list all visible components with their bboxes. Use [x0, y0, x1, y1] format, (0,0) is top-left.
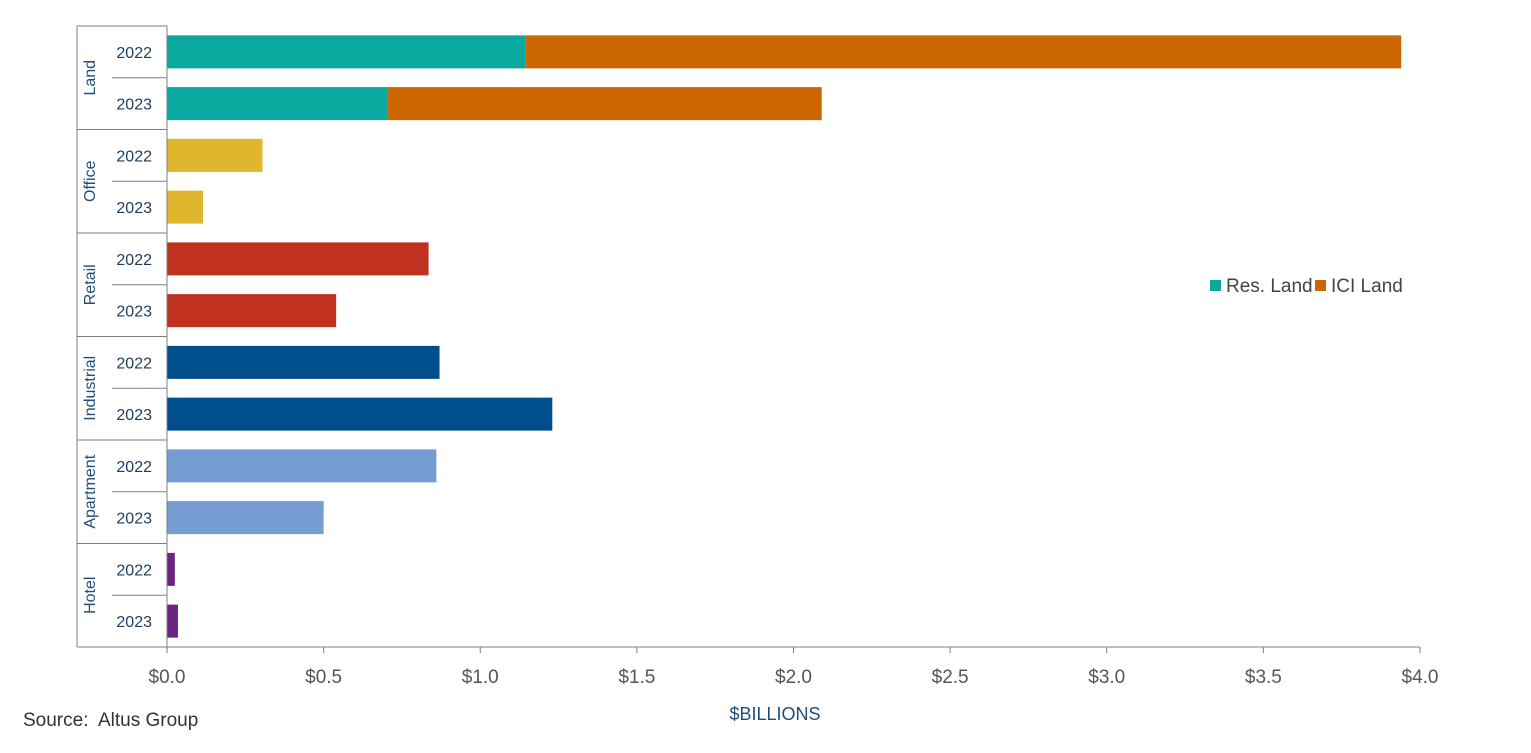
year-label-retail-2023: 2023 — [116, 304, 152, 321]
x-tick-label: $1.5 — [618, 667, 655, 688]
x-tick-label: $0.0 — [149, 667, 186, 688]
bar-land-2023-ici-land — [387, 87, 822, 121]
group-label-hotel: Hotel — [82, 577, 99, 614]
year-label-industrial-2022: 2022 — [116, 355, 152, 372]
bar-retail-2023-retail — [167, 294, 337, 328]
legend-swatch-ici-land — [1315, 280, 1326, 291]
bar-office-2022-office — [167, 138, 263, 172]
legend-swatch-res-land — [1210, 280, 1221, 291]
x-tick-label: $1.0 — [462, 667, 499, 688]
x-tick-label: $4.0 — [1402, 667, 1439, 688]
x-axis-ticks: $0.0 $0.5 $1.0 $1.5 $2.0 $2.5 $3.0 $3.5 $4.0 — [149, 647, 1439, 688]
year-label-hotel-2023: 2023 — [116, 614, 152, 631]
group-label-land: Land — [82, 60, 99, 96]
year-label-office-2022: 2022 — [116, 148, 152, 165]
x-tick-label: $3.0 — [1088, 667, 1125, 688]
x-tick-label: $2.0 — [775, 667, 812, 688]
year-label-land-2023: 2023 — [116, 97, 152, 114]
x-axis-title: $BILLIONS — [729, 704, 820, 724]
year-label-land-2022: 2022 — [116, 45, 152, 62]
legend-label-ici-land: ICI Land — [1331, 276, 1403, 297]
bar-retail-2022-retail — [167, 242, 429, 276]
bar-hotel-2022-hotel — [167, 552, 175, 586]
bar-hotel-2023-hotel — [167, 604, 178, 638]
bar-industrial-2022-industrial — [167, 345, 440, 379]
x-tick-label: $2.5 — [932, 667, 969, 688]
legend: Res. Land ICI Land — [1210, 276, 1403, 297]
bar-apartment-2022-apartment — [167, 449, 437, 483]
year-label-apartment-2022: 2022 — [116, 459, 152, 476]
bar-apartment-2023-apartment — [167, 501, 324, 535]
x-tick-label: $3.5 — [1245, 667, 1282, 688]
bar-land-2023-res-land — [167, 87, 388, 121]
year-label-industrial-2023: 2023 — [116, 407, 152, 424]
group-label-apartment: Apartment — [82, 454, 99, 528]
legend-label-res-land: Res. Land — [1226, 276, 1313, 297]
x-tick-label: $0.5 — [305, 667, 342, 688]
year-label-apartment-2023: 2023 — [116, 511, 152, 528]
bar-office-2023-office — [167, 190, 204, 224]
bar-industrial-2023-industrial — [167, 397, 553, 431]
source-note: Source: Altus Group — [23, 710, 199, 731]
bar-land-2022-res-land — [167, 35, 526, 69]
year-label-hotel-2022: 2022 — [116, 562, 152, 579]
y-axis-labels: 2022 2023 Land 2022 2023 Office 2022 2023 Retail… — [82, 45, 152, 631]
bars — [167, 35, 1402, 638]
group-label-industrial: Industrial — [82, 356, 99, 421]
axes — [76, 25, 1420, 648]
year-label-retail-2022: 2022 — [116, 252, 152, 269]
year-label-office-2023: 2023 — [116, 200, 152, 217]
bar-land-2022-ici-land — [525, 35, 1402, 69]
group-label-office: Office — [82, 160, 99, 202]
group-label-retail: Retail — [82, 264, 99, 305]
